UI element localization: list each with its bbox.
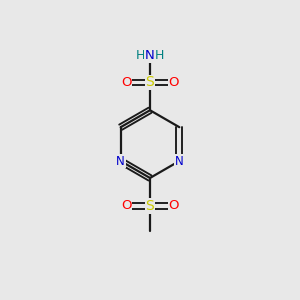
Text: H: H: [136, 49, 145, 62]
Text: O: O: [168, 200, 179, 212]
Text: O: O: [121, 76, 132, 89]
Text: N: N: [145, 49, 155, 62]
Text: O: O: [121, 200, 132, 212]
Text: O: O: [168, 76, 179, 89]
Text: H: H: [155, 49, 164, 62]
Text: S: S: [146, 75, 154, 89]
Text: N: N: [116, 154, 125, 167]
Text: S: S: [146, 199, 154, 213]
Text: N: N: [175, 154, 184, 167]
